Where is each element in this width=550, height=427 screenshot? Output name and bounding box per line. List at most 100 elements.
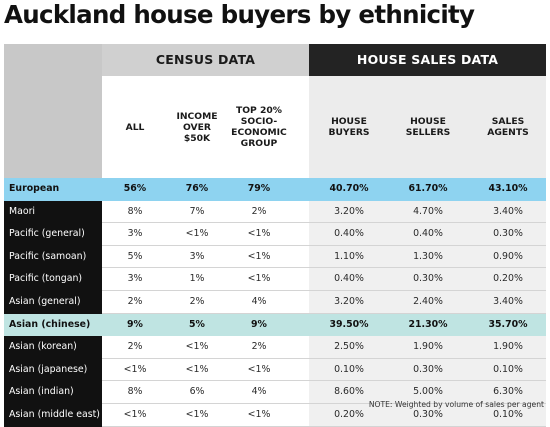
row-divider	[102, 244, 546, 246]
cell-buyers: 0.10%	[334, 363, 364, 375]
cell-agents: 3.40%	[493, 296, 523, 307]
cell-buyers: 0.20%	[334, 409, 364, 420]
cell-top20: 4%	[251, 386, 267, 398]
cell-agents: 0.90%	[493, 250, 523, 262]
cell-top20: <1%	[247, 363, 271, 375]
sales-cell-bg	[309, 336, 546, 359]
cell-sellers: 2.40%	[413, 296, 443, 307]
cell-buyers: 0.40%	[334, 273, 364, 285]
row-label-ethnicity: Pacific (tongan)	[4, 268, 102, 291]
cell-top20: <1%	[247, 250, 271, 262]
row-divider	[102, 222, 546, 224]
cell-income: 6%	[189, 386, 205, 398]
table-row: Asian (general) 2% 2% 4% 3.20% 2.40% 3.40%	[4, 291, 546, 314]
census-cell-bg	[102, 245, 309, 269]
cell-top20: 2%	[251, 341, 267, 353]
column-header-all: ALL	[125, 121, 145, 133]
cell-sellers: 0.30%	[413, 363, 443, 375]
cell-all: <1%	[123, 409, 147, 420]
census-cell-bg	[102, 291, 309, 314]
cell-agents: 0.20%	[493, 273, 523, 285]
cell-agents: 35.70%	[488, 318, 528, 330]
row-label-ethnicity: Asian (korean)	[4, 336, 102, 359]
column-header-sellers: HOUSE SELLERS	[405, 116, 451, 138]
census-cell-bg	[102, 200, 309, 224]
column-header-top20: TOP 20% SOCIO- ECONOMIC GROUP	[231, 105, 287, 149]
census-data-group-header: CENSUS DATA	[102, 44, 309, 76]
cell-agents: 3.40%	[493, 205, 523, 217]
table-row: European 56% 76% 79% 40.70% 61.70% 43.10%	[4, 178, 546, 201]
census-data-label: CENSUS DATA	[155, 52, 256, 67]
table-row: Asian (korean) 2% <1% 2% 2.50% 1.90% 1.90%	[4, 336, 546, 359]
sales-cell-bg	[309, 245, 546, 269]
cell-income: 2%	[189, 296, 205, 307]
cell-top20: 2%	[251, 205, 267, 217]
census-cell-bg	[102, 268, 309, 291]
sales-cell-bg	[309, 313, 546, 337]
cell-all: 5%	[127, 250, 143, 262]
sales-cell-bg	[309, 381, 546, 404]
cell-buyers: 3.20%	[334, 296, 364, 307]
sales-cell-bg	[309, 200, 546, 224]
cell-agents: 0.30%	[493, 228, 523, 240]
row-divider	[102, 380, 546, 382]
row-label-ethnicity: Asian (general)	[4, 291, 102, 314]
cell-sellers: 61.70%	[408, 183, 448, 194]
cell-top20: 9%	[251, 318, 267, 330]
column-header-income: INCOME OVER $50K	[176, 110, 218, 144]
cell-sellers: 1.90%	[413, 341, 443, 353]
cell-income: 3%	[189, 250, 205, 262]
cell-sellers: 1.30%	[413, 250, 443, 262]
census-cell-bg	[102, 381, 309, 404]
table-row: Pacific (general) 3% <1% <1% 0.40% 0.40% 0.30%	[4, 223, 546, 246]
row-divider	[102, 402, 546, 404]
row-label-ethnicity: Maori	[4, 200, 102, 224]
cell-all: 3%	[127, 228, 143, 240]
cell-all: 2%	[127, 341, 143, 353]
cell-all: 56%	[123, 183, 147, 194]
row-divider	[102, 312, 546, 314]
cell-buyers: 0.40%	[334, 228, 364, 240]
cell-sellers: 21.30%	[408, 318, 448, 330]
table-row: Pacific (samoan) 5% 3% <1% 1.10% 1.30% 0.90%	[4, 245, 546, 269]
cell-all: <1%	[123, 363, 147, 375]
cell-all: 8%	[127, 205, 143, 217]
cell-top20: <1%	[247, 409, 271, 420]
cell-agents: 1.90%	[493, 341, 523, 353]
cell-all: 9%	[127, 318, 143, 330]
house-sales-data-group-header: HOUSE SALES DATA	[309, 44, 546, 76]
footnote: NOTE: Weighted by volume of sales per ag…	[368, 400, 544, 409]
row-label-ethnicity: Asian (middle east)	[4, 404, 102, 427]
table-row: Asian (japanese) <1% <1% <1% 0.10% 0.30% 0.10%	[4, 358, 546, 382]
column-header-row: ALL INCOME OVER $50K TOP 20% SOCIO- ECONOM…	[4, 76, 546, 178]
sales-cell-bg	[309, 268, 546, 291]
cell-top20: <1%	[247, 273, 271, 285]
chart-title: Auckland house buyers by ethnicity	[4, 0, 475, 29]
column-header-sales-bg	[309, 76, 546, 178]
table-row: Asian (indian) 8% 6% 4% 8.60% 5.00% 6.30%	[4, 381, 546, 404]
cell-agents: 43.10%	[488, 183, 528, 194]
sales-cell-bg	[309, 358, 546, 382]
cell-income: 5%	[189, 318, 205, 330]
cell-all: 2%	[127, 296, 143, 307]
census-cell-bg	[102, 223, 309, 246]
cell-income: <1%	[185, 341, 209, 353]
row-divider	[102, 357, 546, 359]
cell-buyers: 3.20%	[334, 205, 364, 217]
cell-agents: 0.10%	[493, 409, 523, 420]
table-row: Pacific (tongan) 3% 1% <1% 0.40% 0.30% 0.20%	[4, 268, 546, 291]
cell-buyers: 40.70%	[329, 183, 369, 194]
corner-blank-cell	[4, 44, 102, 76]
cell-buyers: 1.10%	[334, 250, 364, 262]
census-cell-bg	[102, 358, 309, 382]
sales-cell-bg	[309, 178, 546, 201]
cell-buyers: 39.50%	[329, 318, 369, 330]
cell-top20: 79%	[247, 183, 271, 194]
cell-sellers: 0.30%	[413, 273, 443, 285]
cell-buyers: 8.60%	[334, 386, 364, 398]
row-label-ethnicity: Asian (chinese)	[4, 313, 102, 337]
cell-all: 8%	[127, 386, 143, 398]
house-sales-data-label: HOUSE SALES DATA	[356, 52, 499, 67]
census-cell-bg	[102, 336, 309, 359]
cell-top20: <1%	[247, 228, 271, 240]
